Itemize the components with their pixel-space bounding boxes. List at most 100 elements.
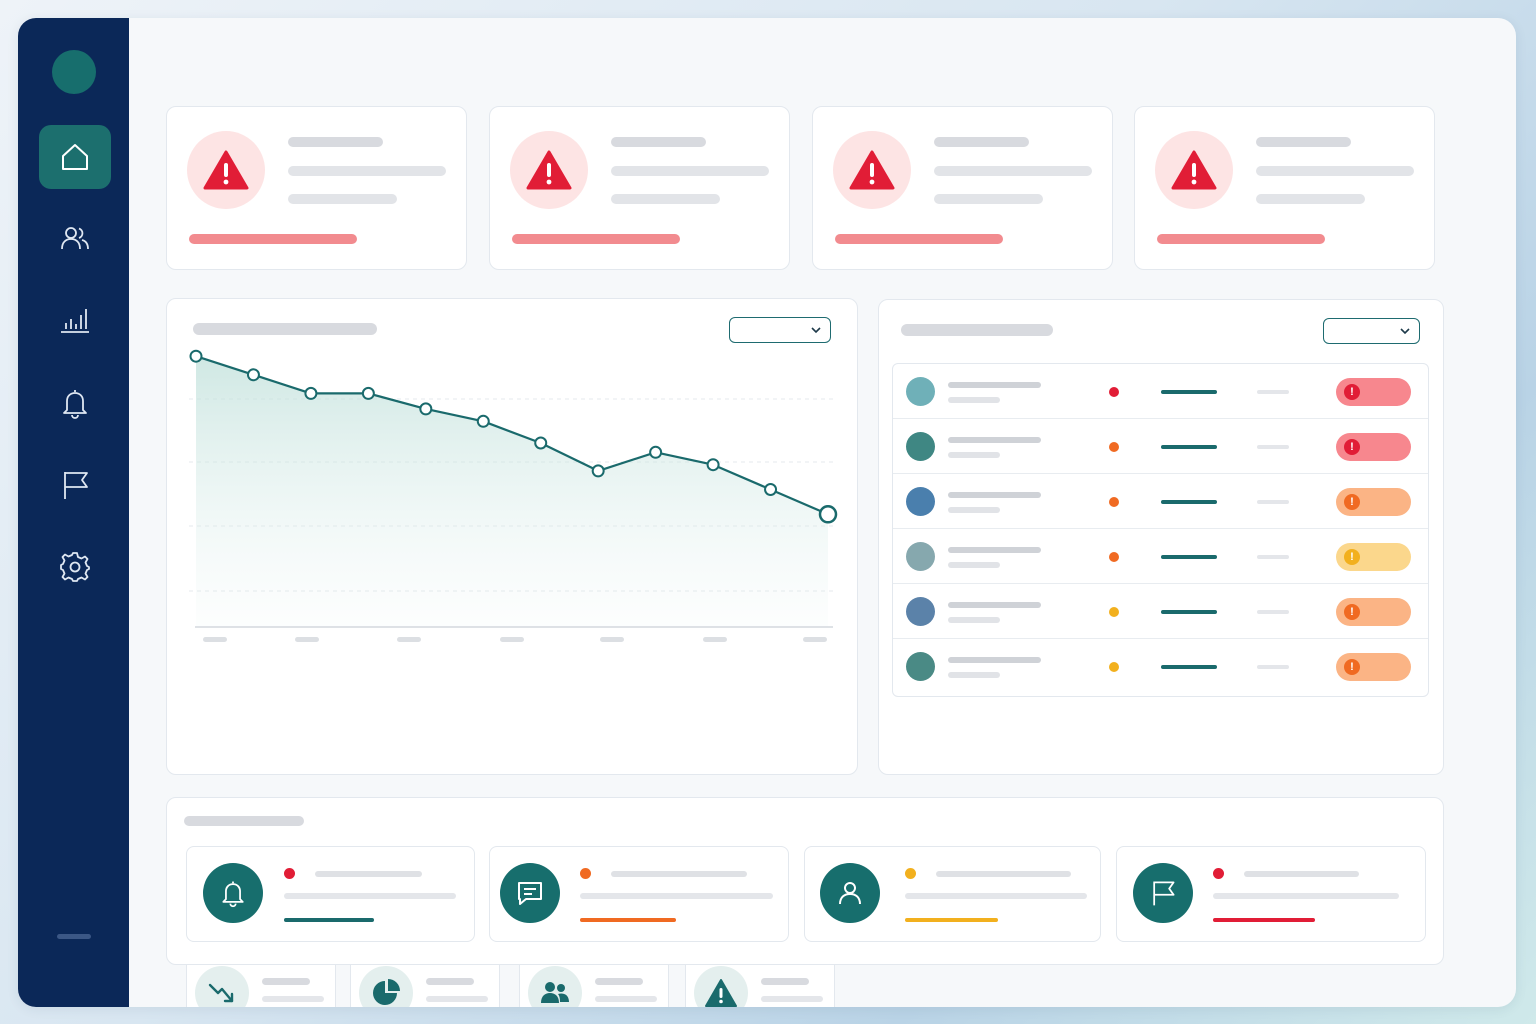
status-dot: [905, 868, 916, 879]
avatar: [906, 597, 935, 626]
row-detail: [948, 452, 1000, 458]
users-group-icon: [541, 982, 569, 1003]
chevron-down-icon: [811, 327, 821, 334]
activity-detail: [905, 893, 1087, 899]
users-icon: [61, 227, 89, 250]
alert-card[interactable]: [1134, 106, 1435, 270]
alert-line: [611, 194, 720, 204]
trend-down-icon: [208, 983, 234, 1003]
activity-icon-badge: [203, 863, 263, 923]
kpi-icon-badge: [359, 966, 413, 1007]
activity-title: [315, 871, 422, 877]
alert-icon-badge: [187, 131, 265, 209]
table-row[interactable]: !: [893, 639, 1428, 694]
avatar: [906, 377, 935, 406]
sidebar-collapse-handle[interactable]: [57, 934, 91, 939]
row-metric: [1161, 610, 1217, 614]
alert-line: [611, 166, 769, 176]
gear-icon: [60, 552, 90, 582]
app-logo[interactable]: [52, 50, 96, 94]
sidebar-item-analytics[interactable]: [39, 289, 111, 353]
data-point[interactable]: [764, 483, 778, 496]
alert-icon-badge: [833, 131, 911, 209]
sidebar-item-users[interactable]: [39, 207, 111, 271]
data-point[interactable]: [534, 436, 548, 450]
filter-dropdown[interactable]: [1323, 318, 1420, 344]
alert-icon: !: [1344, 494, 1360, 510]
activity-item[interactable]: [186, 846, 475, 942]
row-detail: [948, 397, 1000, 403]
warning-triangle-icon: [203, 150, 249, 190]
data-point[interactable]: [476, 414, 490, 428]
kpi-label: [262, 978, 310, 985]
priority-dot: [1109, 442, 1119, 452]
priority-dot: [1109, 387, 1119, 397]
status-badge[interactable]: !: [1336, 653, 1411, 681]
period-dropdown[interactable]: [729, 317, 831, 343]
data-point[interactable]: [591, 464, 605, 478]
activity-accent: [1213, 918, 1315, 922]
activity-item[interactable]: [1116, 846, 1426, 942]
table-row[interactable]: !: [893, 584, 1428, 639]
alert-line: [1256, 166, 1414, 176]
sidebar-item-home[interactable]: [39, 125, 111, 189]
chat-icon: [518, 882, 542, 905]
bar-chart-icon: [61, 309, 89, 333]
status-badge[interactable]: !: [1336, 543, 1411, 571]
row-name: [948, 602, 1041, 608]
status-badge[interactable]: !: [1336, 378, 1411, 406]
status-badge[interactable]: !: [1336, 598, 1411, 626]
activity-item[interactable]: [804, 846, 1101, 942]
activity-icon-badge: [820, 863, 880, 923]
trend-line-chart: [189, 349, 838, 642]
alert-line: [1256, 194, 1365, 204]
data-point[interactable]: [246, 368, 260, 382]
data-point[interactable]: [649, 445, 663, 459]
activity-detail: [284, 893, 456, 899]
status-dot: [284, 868, 295, 879]
status-badge[interactable]: !: [1336, 433, 1411, 461]
x-tick-label: [500, 637, 524, 642]
kpi-label: [426, 978, 474, 985]
table-row[interactable]: !: [893, 474, 1428, 529]
table-row[interactable]: !: [893, 529, 1428, 584]
activity-title: [1244, 871, 1359, 877]
alert-card[interactable]: [812, 106, 1113, 270]
sidebar-item-notifications[interactable]: [39, 371, 111, 435]
table-row[interactable]: !: [893, 364, 1428, 419]
user-icon: [839, 882, 861, 905]
avatar: [906, 432, 935, 461]
status-badge[interactable]: !: [1336, 488, 1411, 516]
data-point[interactable]: [189, 349, 203, 363]
row-detail: [948, 507, 1000, 513]
row-name: [948, 382, 1041, 388]
row-metric: [1161, 665, 1217, 669]
data-point[interactable]: [304, 386, 318, 400]
table-row[interactable]: !: [893, 419, 1428, 474]
app-window: ! ! !: [18, 18, 1516, 1007]
warning-triangle-icon: [1171, 150, 1217, 190]
kpi-label: [595, 978, 643, 985]
alert-icon: !: [1344, 659, 1360, 675]
alert-severity-bar: [189, 234, 357, 244]
activity-title: [936, 871, 1071, 877]
alert-line: [934, 194, 1043, 204]
data-point[interactable]: [361, 386, 375, 400]
sidebar-item-reports[interactable]: [39, 453, 111, 517]
x-tick-label: [295, 637, 319, 642]
sidebar-item-settings[interactable]: [39, 535, 111, 599]
alert-card[interactable]: [166, 106, 467, 270]
kpi-sublabel: [426, 996, 488, 1002]
kpi-icon-badge: [528, 966, 582, 1007]
data-point[interactable]: [818, 505, 838, 524]
row-name: [948, 492, 1041, 498]
row-metric: [1161, 390, 1217, 394]
data-point[interactable]: [419, 402, 433, 416]
alert-title: [934, 137, 1029, 147]
alert-card[interactable]: [489, 106, 790, 270]
x-tick-label: [600, 637, 624, 642]
series-line: [195, 355, 829, 516]
data-point[interactable]: [706, 458, 720, 472]
alert-severity-bar: [512, 234, 680, 244]
activity-item[interactable]: [489, 846, 789, 942]
